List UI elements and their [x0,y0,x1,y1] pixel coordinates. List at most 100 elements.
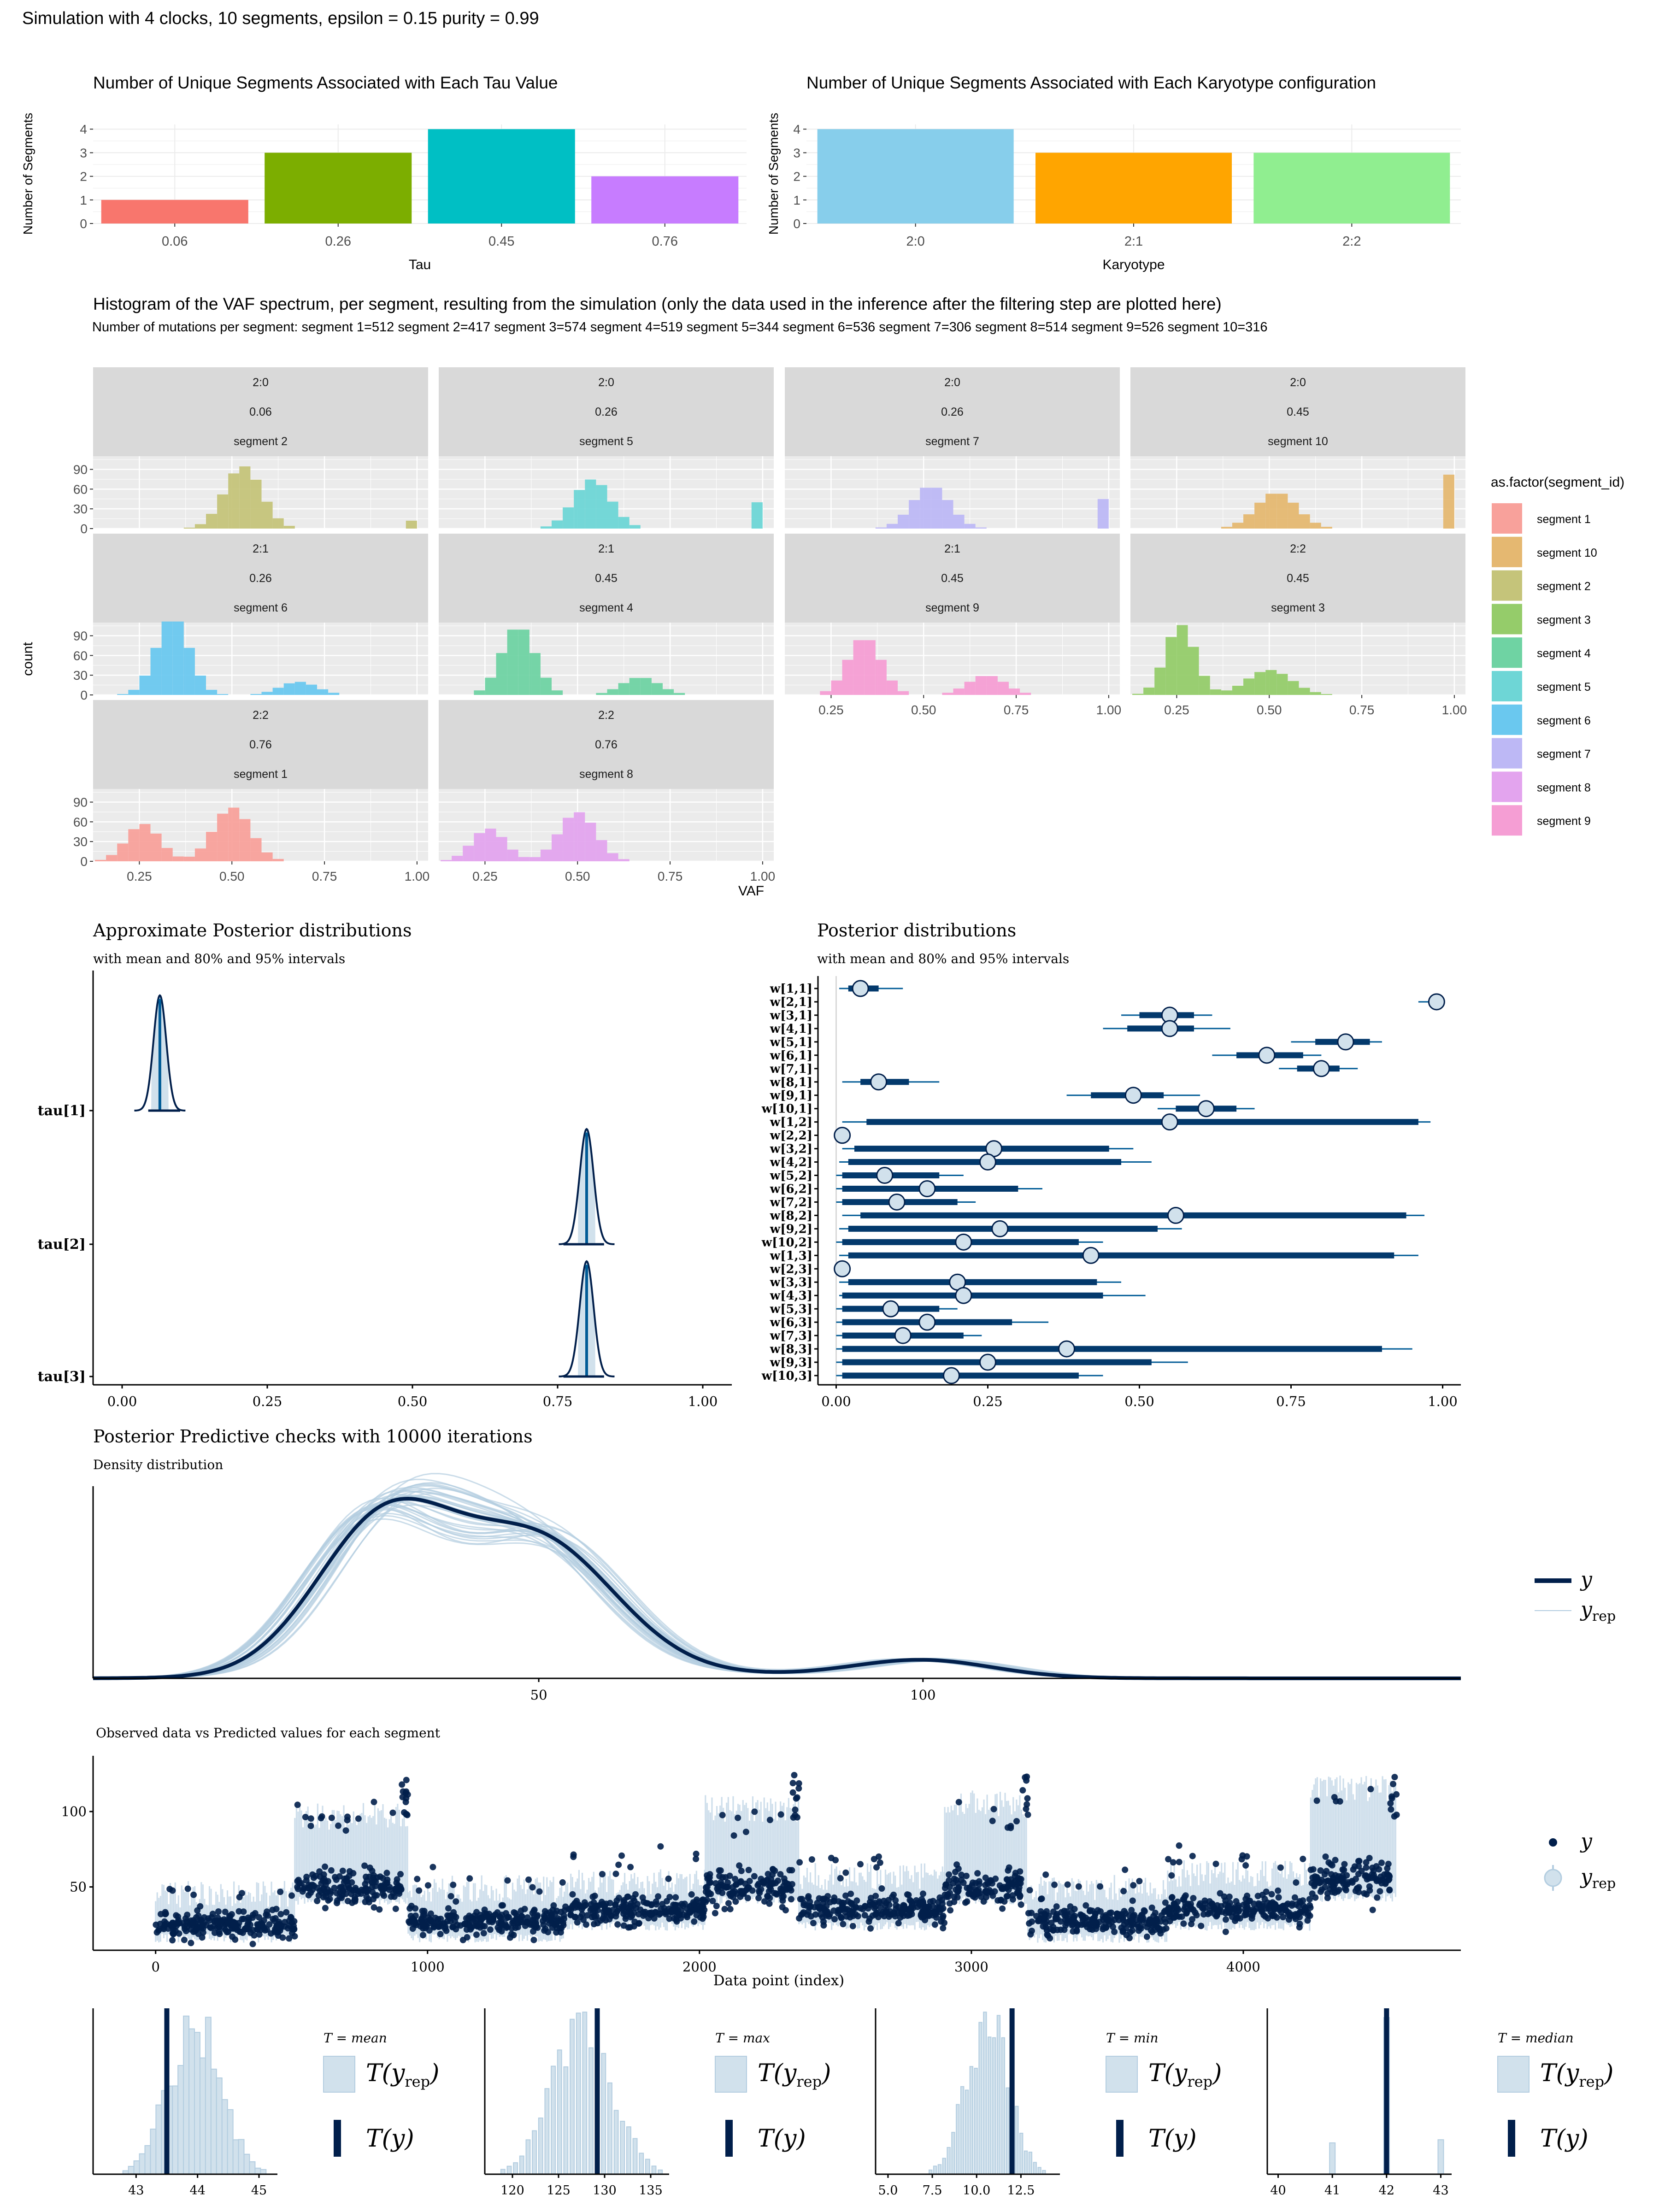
ppc-scatter-y-point [958,1877,965,1883]
ppc-scatter-y-point [559,1879,566,1886]
ppc-scatter-y-point [553,1924,560,1931]
test-stat-rep-bar [513,2162,518,2175]
ppc-scatter-y-point [1322,1853,1329,1860]
ppc-scatter-y-point [672,1901,679,1908]
ppc-scatter-y-point [1182,1904,1188,1911]
ppc-scatter-y-point [1006,1864,1012,1871]
vaf-hist-bar [317,689,329,695]
vaf-hist-bar [563,818,574,861]
test-stat-legend-obs-label: T(y) [1540,2125,1588,2153]
ppc-scatter-y-point [919,1898,926,1905]
ppc-scatter-y-point [1041,1915,1048,1922]
ppc-scatter-y-point [1163,1925,1170,1932]
ppc-scatter-y-point [726,1890,733,1897]
vaf-hist-bar [751,502,763,529]
ppc-scatter-y-point [276,1920,282,1927]
ppc-scatter-y-point [181,1936,188,1943]
ppc-scatter-y-point [782,1907,789,1914]
test-stat-x-tick-label: 45 [251,2183,267,2198]
w-posterior-row [1291,1033,1382,1051]
ppc-scatter-y-point [717,1867,724,1874]
test-stat-rep-bar [221,2099,228,2175]
vaf-hist-bar [552,520,563,529]
ppc-scatter-y-point [797,1896,804,1902]
ppc-scatter-y-point [440,1920,447,1927]
test-stat-rep-bar [632,2138,638,2175]
vaf-hist-bar [507,629,518,695]
ppc-scatter-y-point [629,1902,636,1909]
w-posterior-param-label: w[1,2] [770,1116,812,1130]
ppc-scatter-y-point [197,1919,204,1926]
ppc-scatter-y-point [481,1923,488,1930]
test-stat-rep-bar [525,2139,531,2175]
ppc-scatter-y-point [920,1890,926,1897]
vaf-facet-strip [439,700,774,789]
w-posterior-mean-point [834,1127,851,1144]
ppc-scatter-y-point [895,1920,902,1927]
ppc-scatter-y-point [481,1906,488,1913]
ppc-scatter-y-point [1305,1909,1312,1916]
ppc-scatter-y-point [1313,1797,1320,1804]
karyotype-y-tick-label: 2 [793,170,800,184]
ppc-scatter-y-point [622,1915,629,1922]
ppc-scatter-y-point [713,1903,720,1909]
ppc-scatter-y-point [181,1923,188,1930]
ppc-scatter-y-point [922,1917,929,1924]
vaf-hist-bar [875,527,887,529]
test-stat-legend-rep-key [323,2056,355,2093]
ppc-scatter-y-point [403,1777,410,1783]
vaf-hist-bar [574,490,585,529]
ppc-scatter-y-point [1010,1896,1016,1903]
ppc-scatter-y-point [589,1910,596,1917]
ppc-scatter-y-point [1330,1879,1336,1886]
vaf-x-tick-label: 0.75 [1004,703,1029,717]
ppc-scatter-y-point [1064,1881,1071,1888]
ppc-scatter-y-point [371,1799,377,1806]
ppc-scatter-y-point [857,1861,864,1868]
ppc-scatter-y-point [363,1885,370,1892]
w-posterior-row [839,1220,1182,1237]
ppc-scatter-y-point [215,1908,222,1915]
test-stat-rep-bar [978,2022,982,2175]
ppc-scatter-y-point [719,1889,726,1896]
ppc-scatter-y-point [317,1888,324,1894]
vaf-hist-bar [607,501,618,529]
vaf-y-tick-label: 90 [73,629,88,643]
ppc-scatter-y-point [643,1900,650,1906]
ppc-scatter-y-point [940,1925,947,1932]
test-stat-rep-bar [150,2129,157,2175]
vaf-y-tick-label: 0 [80,854,88,869]
ppc-scatter-y-point [184,1885,191,1892]
vaf-hist-bar [172,856,184,861]
ppc-scatter-y-point [1162,1899,1169,1906]
ppc-scatter-y-point [965,1890,972,1897]
vaf-facet-strip-label: 2:2 [253,709,269,722]
test-stat-legend-rep-key [1106,2056,1138,2093]
vaf-hist-bar [139,676,151,695]
ppc-scatter-y-point [707,1890,714,1897]
ppc-scatter-y-point [209,1911,216,1918]
vaf-hist-bar [629,525,641,529]
vaf-facet-strip-label: 0.26 [249,572,272,585]
ppc-scatter-y-point [1341,1861,1348,1868]
vaf-legend-label: segment 2 [1537,580,1591,593]
vaf-hist-bar [228,807,240,861]
ppc-scatter-y-point [400,1788,406,1795]
vaf-y-tick-label: 0 [80,522,88,536]
w-posterior-param-label: w[1,1] [770,982,812,996]
vaf-x-tick-label: 0.50 [1257,703,1282,717]
vaf-hist-bar [496,837,507,861]
test-stat-rep-bar [1015,2106,1019,2175]
ppc-scatter-y-point [437,1930,444,1937]
ppc-scatter-y-point [343,1875,350,1882]
w-posterior-row [839,1247,1418,1264]
test-stat-rep-bar [613,2110,619,2175]
vaf-hist-bar [920,488,931,529]
ppc-scatter-y-point [389,1809,396,1816]
ppc-scatter-y-point [1318,1886,1325,1893]
ppc-scatter-y-point [161,1922,168,1929]
vaf-facet-segment-6: 2:1 0.26 segment 6 0 30 60 90 [73,534,428,702]
karyotype-bar-x-label: Karyotype [1102,257,1165,272]
ppc-scatter-y-point [210,1923,217,1930]
vaf-x-tick-label: 0.25 [127,869,152,883]
